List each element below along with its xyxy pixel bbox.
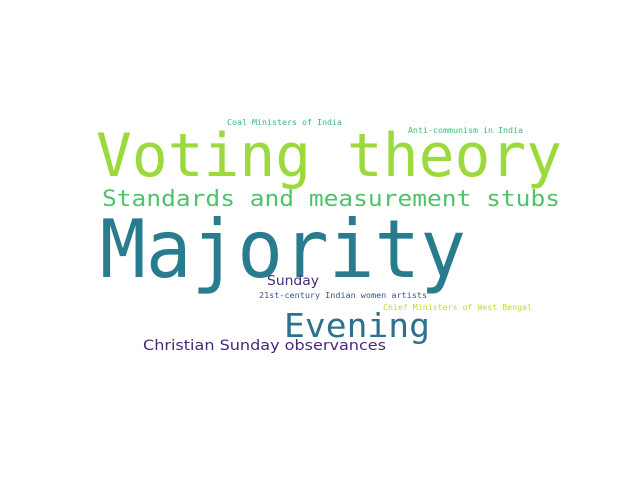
word-majority: Majority: [100, 203, 466, 296]
word-anti-communism-in-india: Anti-communism in India: [408, 126, 523, 135]
word-standards-and-measurement-stubs: Standards and measurement stubs: [102, 187, 560, 212]
word-sunday: Sunday: [267, 274, 319, 289]
word-evening: Evening: [284, 306, 430, 345]
word-chief-ministers-of-west-bengal: Chief Ministers of West Bengal: [383, 303, 532, 312]
word-voting-theory: Voting theory: [96, 121, 562, 191]
word-21st-century-indian-women-artists: 21st-century Indian women artists: [259, 291, 427, 300]
word-coal-ministers-of-india: Coal Ministers of India: [227, 118, 342, 127]
word-christian-sunday-observances: Christian Sunday observances: [143, 338, 386, 354]
